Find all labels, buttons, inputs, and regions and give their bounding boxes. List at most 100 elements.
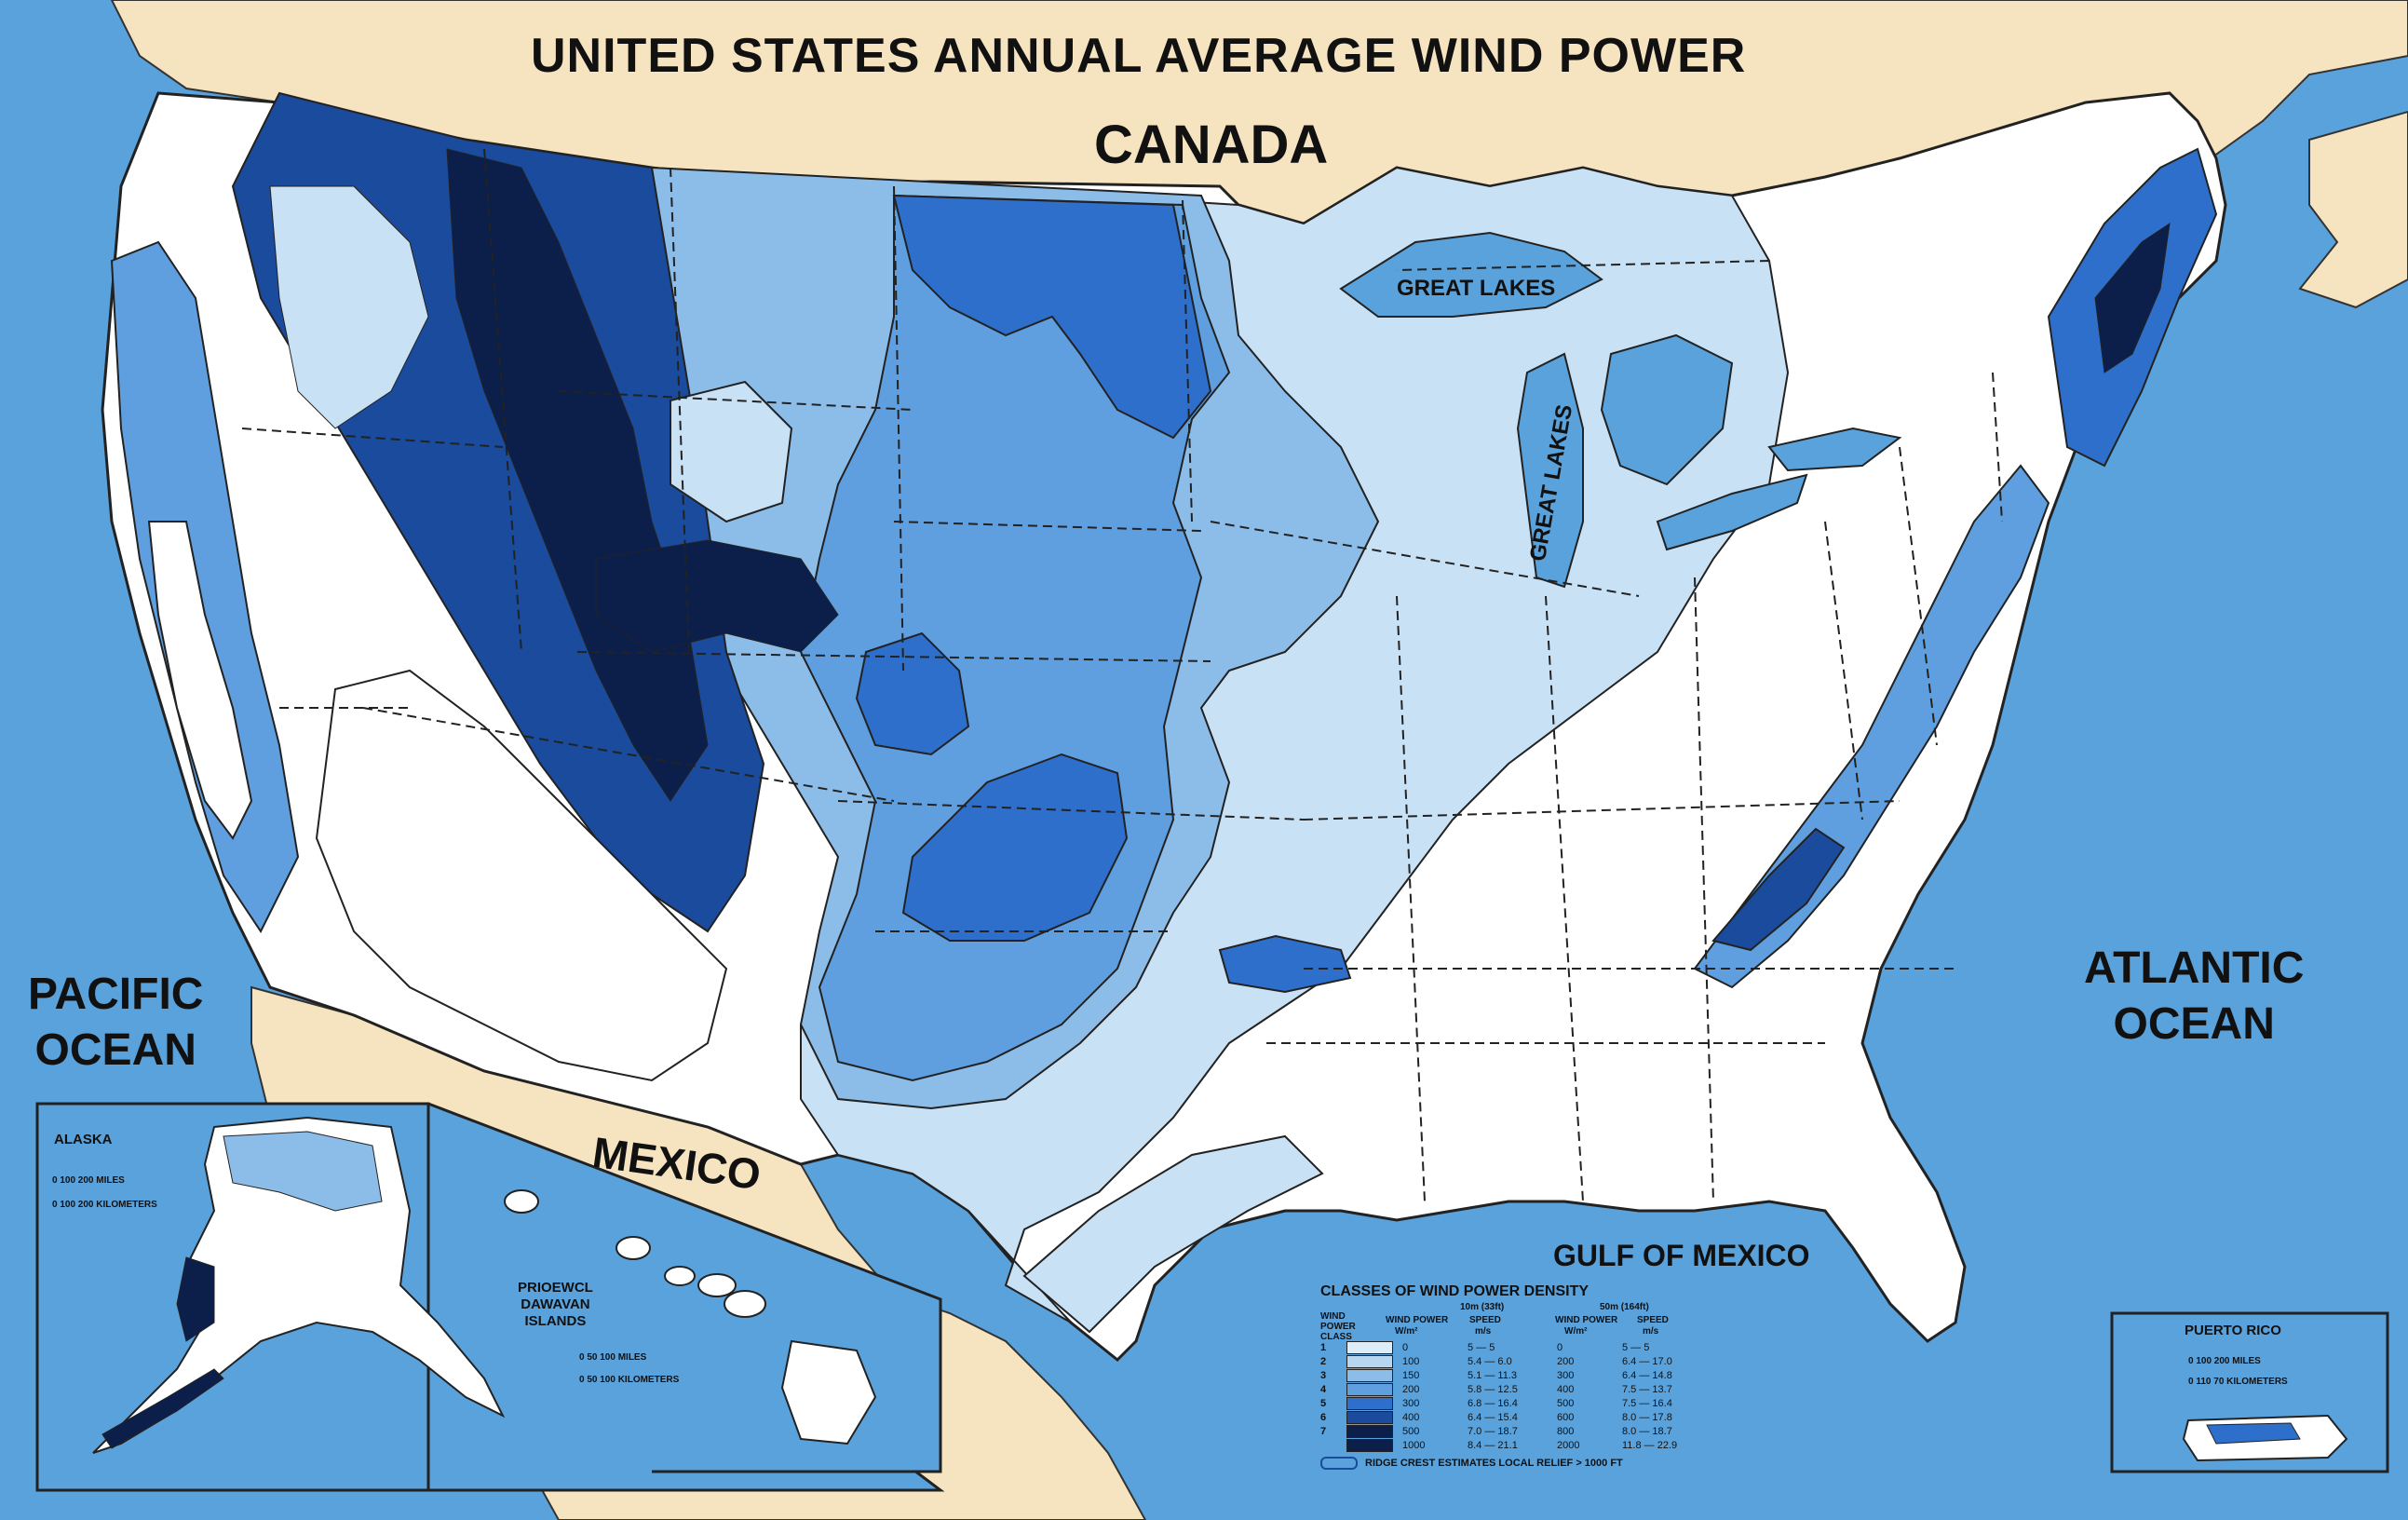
legend-swatch xyxy=(1346,1368,1393,1382)
lake-superior xyxy=(1339,231,1603,318)
appalachian-band xyxy=(1693,464,2050,989)
legend-power-50m: 300 xyxy=(1557,1369,1575,1381)
legend-power-10m: 500 xyxy=(1402,1425,1420,1437)
alaska-scale-km: 0 100 200 KILOMETERS xyxy=(52,1200,157,1210)
legend-power-10m: 400 xyxy=(1402,1411,1420,1423)
legend-unit-speed-1: m/s xyxy=(1475,1326,1492,1337)
puerto-rico-inset xyxy=(2110,1311,2389,1473)
legend-speed-50m: 8.0 — 17.8 xyxy=(1622,1411,1672,1423)
legend-power-10m: 100 xyxy=(1402,1355,1420,1367)
legend-class-number: 1 xyxy=(1320,1341,1327,1353)
legend-swatch xyxy=(1346,1382,1393,1396)
legend-swatch xyxy=(1346,1396,1393,1410)
legend-class-number: 5 xyxy=(1320,1397,1327,1409)
legend-speed-10m: 5.8 — 12.5 xyxy=(1468,1383,1518,1395)
legend-row: 2 100 5.4 — 6.0 200 6.4 — 17.0 xyxy=(1320,1354,1711,1368)
legend-power-50m: 800 xyxy=(1557,1425,1575,1437)
legend-row: 3 150 5.1 — 11.3 300 6.4 — 14.8 xyxy=(1320,1368,1711,1382)
legend-speed-50m: 11.8 — 22.9 xyxy=(1622,1439,1678,1451)
legend-speed-50m: 5 — 5 xyxy=(1622,1341,1650,1353)
appalachian-dark xyxy=(1711,827,1846,952)
legend-power-50m: 2000 xyxy=(1557,1439,1580,1451)
west-coast-white xyxy=(147,521,253,840)
label-atlantic-line2: OCEAN xyxy=(2113,999,2275,1049)
puerto-rico-scale-km: 0 110 70 KILOMETERS xyxy=(2188,1377,2288,1387)
alaska-dark xyxy=(176,1256,215,1342)
alaska-scale-miles: 0 100 200 MILES xyxy=(52,1175,125,1186)
legend-swatch xyxy=(1346,1438,1393,1452)
west-coast-zone xyxy=(110,240,300,933)
legend-speed-10m: 5.4 — 6.0 xyxy=(1468,1355,1512,1367)
class5-zone-north xyxy=(892,194,1212,440)
legend-unit-power-1: W/m² xyxy=(1395,1326,1418,1337)
legend-unit-speed-2: m/s xyxy=(1643,1326,1659,1337)
legend-group1: 10m (33ft) xyxy=(1460,1302,1505,1312)
legend-class-number: 4 xyxy=(1320,1383,1327,1395)
lake-huron xyxy=(1600,333,1734,486)
class5-zone-central xyxy=(855,631,970,756)
legend-row: 4 200 5.8 — 12.5 400 7.5 — 13.7 xyxy=(1320,1382,1711,1396)
maritime-land xyxy=(2298,110,2408,309)
legend-speed-50m: 6.4 — 17.0 xyxy=(1622,1355,1672,1367)
legend-power-10m: 0 xyxy=(1402,1341,1409,1353)
legend-col-speed-2: SPEED xyxy=(1637,1315,1669,1325)
legend-row: 7 500 7.0 — 18.7 800 8.0 — 18.7 xyxy=(1320,1424,1711,1438)
class4-zone xyxy=(799,194,1231,1082)
lake-erie xyxy=(1656,473,1808,551)
legend-power-50m: 600 xyxy=(1557,1411,1575,1423)
new-england-dark xyxy=(2094,222,2171,373)
legend-power-10m: 150 xyxy=(1402,1369,1420,1381)
legend-row: 1 0 5 — 5 0 5 — 5 xyxy=(1320,1340,1711,1354)
legend-speed-50m: 7.5 — 13.7 xyxy=(1622,1383,1672,1395)
legend-unit-power-2: W/m² xyxy=(1564,1326,1588,1337)
legend-col-speed-1: SPEED xyxy=(1469,1315,1501,1325)
legend-swatch xyxy=(1346,1354,1393,1368)
hawaii-inset xyxy=(427,1102,942,1473)
legend-class-number: 6 xyxy=(1320,1411,1327,1423)
alaska-class3 xyxy=(223,1131,383,1212)
label-atlantic-line1: ATLANTIC xyxy=(2084,943,2305,993)
label-great-lakes-1: GREAT LAKES xyxy=(1397,276,1556,301)
hawaii-label-line3: ISLANDS xyxy=(524,1313,587,1329)
legend-speed-10m: 5.1 — 11.3 xyxy=(1468,1369,1517,1381)
lake-ontario xyxy=(1767,427,1902,472)
legend-row: 1000 8.4 — 21.1 2000 11.8 — 22.9 xyxy=(1320,1438,1711,1452)
legend-speed-10m: 7.0 — 18.7 xyxy=(1468,1425,1518,1437)
wyoming-dark-band xyxy=(595,539,839,653)
lake-michigan xyxy=(1516,352,1584,589)
wind-class-legend: CLASSES OF WIND POWER DENSITY 10m (33ft)… xyxy=(1320,1283,1730,1470)
legend-speed-10m: 6.4 — 15.4 xyxy=(1468,1411,1518,1423)
legend-col-power-1: WIND POWER xyxy=(1386,1315,1449,1325)
legend-power-50m: 200 xyxy=(1557,1355,1575,1367)
legend-swatch xyxy=(1346,1410,1393,1424)
legend-power-50m: 500 xyxy=(1557,1397,1575,1409)
legend-col-power-2: WIND POWER xyxy=(1555,1315,1618,1325)
legend-power-10m: 200 xyxy=(1402,1383,1420,1395)
west-pale-zone xyxy=(269,185,429,429)
hawaii-big-island xyxy=(780,1339,877,1445)
legend-note-row: RIDGE CREST ESTIMATES LOCAL RELIEF > 100… xyxy=(1320,1457,1623,1470)
legend-title: CLASSES OF WIND POWER DENSITY xyxy=(1320,1283,1590,1299)
legend-group2: 50m (164ft) xyxy=(1600,1302,1649,1312)
state-boundaries xyxy=(241,148,2003,1202)
label-pacific-ocean: PACIFIC OCEAN xyxy=(28,967,203,1079)
legend-speed-10m: 5 — 5 xyxy=(1468,1341,1495,1353)
label-atlantic-ocean: ATLANTIC OCEAN xyxy=(2084,941,2304,1052)
legend-note: RIDGE CREST ESTIMATES LOCAL RELIEF > 100… xyxy=(1365,1458,1623,1469)
hawaii-label: PRIOEWCL DAWAVAN ISLANDS xyxy=(518,1280,593,1330)
legend-class-number: 7 xyxy=(1320,1425,1327,1437)
map-title: UNITED STATES ANNUAL AVERAGE WIND POWER xyxy=(531,29,1747,83)
oklahoma-oval xyxy=(1218,934,1352,994)
legend-speed-50m: 6.4 — 14.8 xyxy=(1622,1369,1672,1381)
legend-swatch xyxy=(1346,1340,1393,1354)
alaska-label: ALASKA xyxy=(54,1132,113,1147)
label-pacific-line1: PACIFIC xyxy=(28,970,204,1019)
legend-col-class: WIND POWER CLASS xyxy=(1320,1311,1356,1342)
label-gulf-of-mexico: GULF OF MEXICO xyxy=(1553,1239,1810,1272)
label-canada: CANADA xyxy=(1094,115,1329,175)
legend-power-50m: 400 xyxy=(1557,1383,1575,1395)
ridge-symbol-icon xyxy=(1320,1457,1358,1470)
legend-row: 6 400 6.4 — 15.4 600 8.0 — 17.8 xyxy=(1320,1410,1711,1424)
